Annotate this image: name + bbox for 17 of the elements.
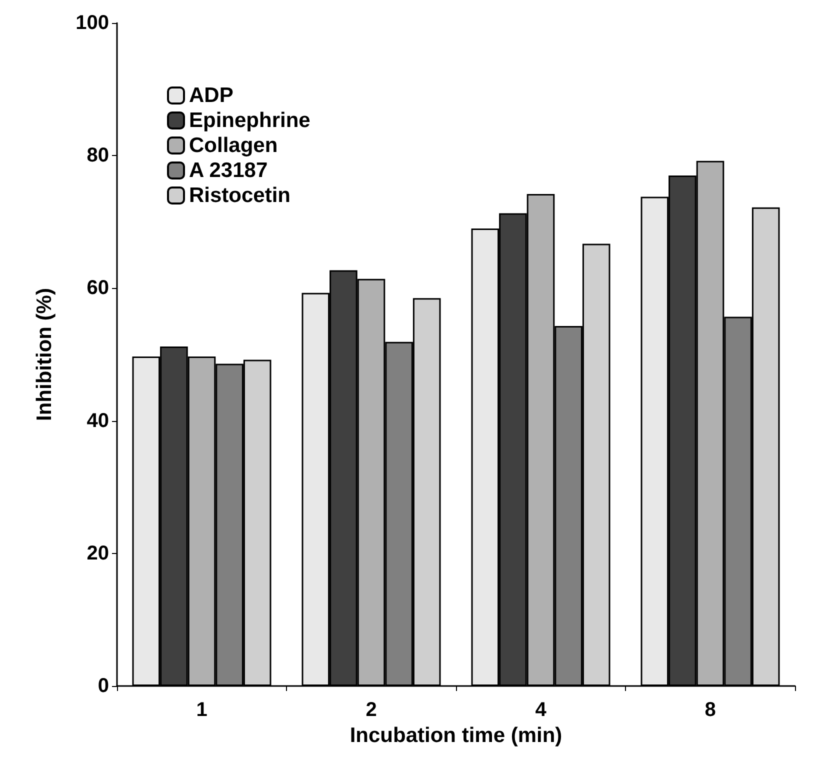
y-tick-label: 60 bbox=[86, 277, 109, 300]
y-tick-label: 100 bbox=[76, 12, 109, 34]
legend-label: ADP bbox=[189, 84, 234, 107]
legend-label: Epinephrine bbox=[189, 109, 310, 132]
x-tick-label: 1 bbox=[196, 699, 208, 721]
y-tick-label: 20 bbox=[86, 542, 109, 564]
y-tick-label: 80 bbox=[86, 144, 109, 167]
y-tick-label: 0 bbox=[98, 675, 109, 697]
x-tick-label: 2 bbox=[366, 699, 377, 721]
legend-label: Collagen bbox=[189, 134, 278, 157]
y-axis-title: Inhibition (%) bbox=[33, 288, 56, 421]
y-tick-label: 40 bbox=[86, 410, 109, 432]
legend-label: Ristocetin bbox=[189, 184, 291, 207]
legend-label: A 23187 bbox=[189, 159, 268, 182]
x-tick-label: 8 bbox=[704, 699, 716, 721]
x-axis-title: Incubation time (min) bbox=[350, 724, 562, 747]
x-tick-label: 4 bbox=[535, 699, 548, 721]
